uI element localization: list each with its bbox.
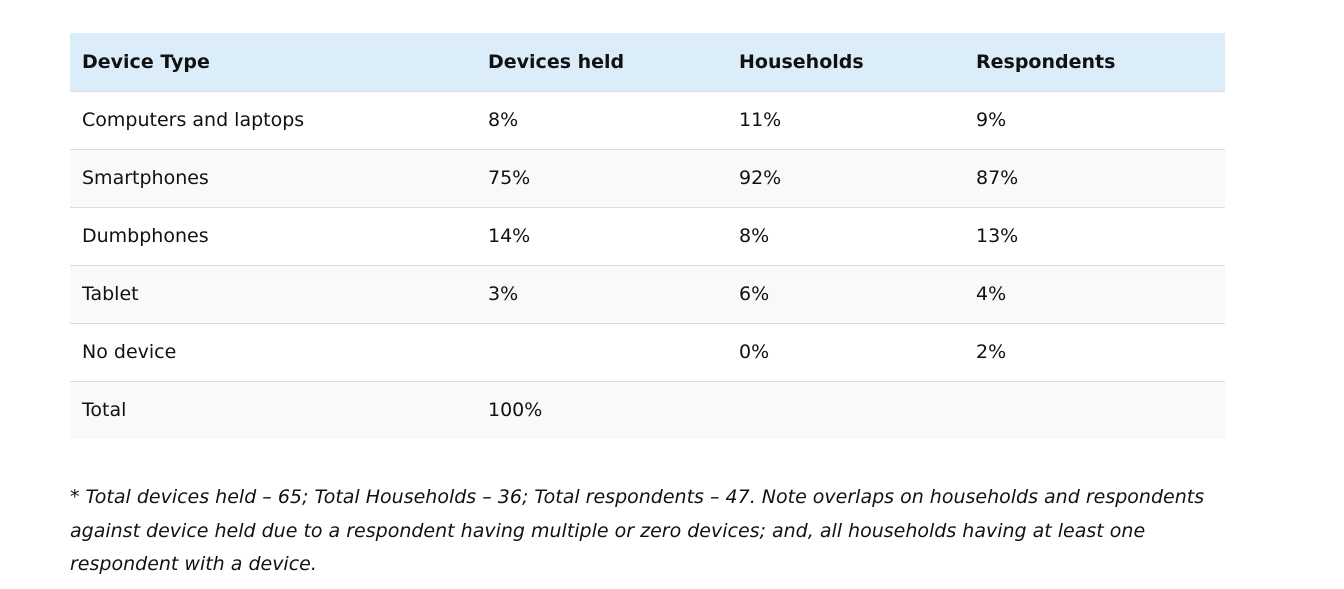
table-row: Total 100%: [70, 381, 1225, 439]
cell-households: 11%: [739, 109, 782, 131]
cell-households: 92%: [739, 167, 782, 189]
cell-households: 6%: [739, 283, 770, 305]
table-row: Tablet 3% 6% 4%: [70, 265, 1225, 323]
cell-respondents: 4%: [976, 283, 1007, 305]
table-row: Dumbphones 14% 8% 13%: [70, 207, 1225, 265]
cell-households: [727, 381, 964, 439]
cell-devices-held: 8%: [488, 109, 519, 131]
cell-households: 0%: [739, 341, 770, 363]
cell-respondents: 13%: [976, 225, 1019, 247]
device-table: Device Type Devices held Households Resp…: [70, 33, 1225, 439]
cell-devices-held: 14%: [488, 225, 531, 247]
cell-device-type: Dumbphones: [82, 225, 209, 247]
cell-households: 8%: [739, 225, 770, 247]
table-row: Smartphones 75% 92% 87%: [70, 149, 1225, 207]
header-device-type: Device Type: [82, 50, 210, 73]
cell-respondents: 9%: [976, 109, 1007, 131]
cell-respondents: [964, 381, 1225, 439]
cell-device-type: Total: [82, 399, 127, 422]
table-footnote: * Total devices held – 65; Total Househo…: [70, 486, 1205, 575]
table-row: Computers and laptops 8% 11% 9%: [70, 91, 1225, 149]
header-households: Households: [739, 50, 864, 73]
cell-devices-held: 100%: [488, 399, 543, 422]
cell-respondents: 87%: [976, 167, 1019, 189]
cell-devices-held: [476, 323, 727, 381]
cell-devices-held: 3%: [488, 283, 519, 305]
table-header-row: Device Type Devices held Households Resp…: [70, 33, 1225, 91]
cell-device-type: No device: [82, 341, 177, 363]
header-devices-held: Devices held: [488, 50, 625, 73]
cell-devices-held: 75%: [488, 167, 531, 189]
header-respondents: Respondents: [976, 50, 1116, 73]
cell-respondents: 2%: [976, 341, 1007, 363]
cell-device-type: Smartphones: [82, 167, 209, 189]
device-table-container: Device Type Devices held Households Resp…: [70, 33, 1225, 439]
table-row: No device 0% 2%: [70, 323, 1225, 381]
cell-device-type: Computers and laptops: [82, 109, 305, 131]
cell-device-type: Tablet: [82, 283, 139, 305]
